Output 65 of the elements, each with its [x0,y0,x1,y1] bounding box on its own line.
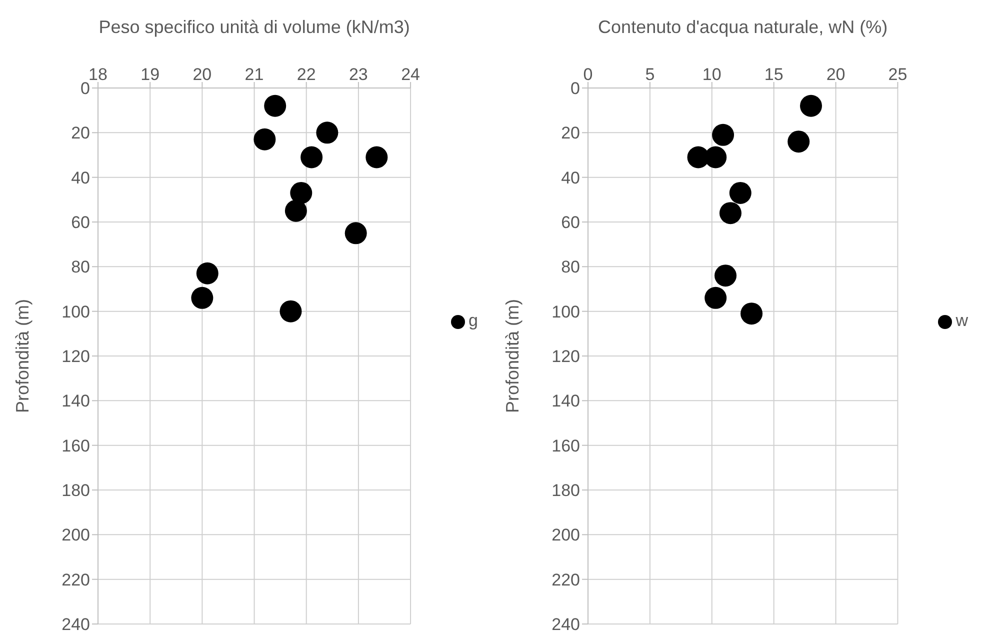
point [196,262,218,284]
x-tick-label: 15 [764,65,784,84]
point [740,302,763,325]
y-tick-label: 60 [561,213,580,232]
y-tick-label: 180 [62,481,90,500]
x-tick-label: 22 [296,65,316,84]
x-tick-label: 18 [88,65,108,84]
x-tick-label: 25 [888,65,908,84]
y-tick-label: 200 [62,526,90,545]
y-tick-label: 160 [552,436,580,456]
y-tick-label: 60 [71,213,90,232]
y-tick-label: 120 [552,347,580,366]
y-tick-label: 160 [62,436,90,456]
point [714,264,737,287]
y-tick-label: 0 [570,79,580,98]
point [300,146,323,168]
y-tick-label: 100 [552,302,580,322]
y-tick-label: 240 [552,615,580,634]
point [719,202,742,224]
x-tick-label: 21 [244,65,264,84]
x-axis-title: Peso specifico unità di volume (kN/m3) [98,16,410,37]
y-tick-label: 120 [62,347,90,366]
x-tick-label: 24 [401,65,420,84]
point [316,122,338,144]
y-tick-label: 40 [561,168,580,188]
point [704,286,727,309]
y-axis-title: Profondità (m) [502,298,522,414]
point [344,222,367,244]
y-tick-label: 80 [561,258,580,277]
y-tick-label: 80 [71,258,90,277]
point [280,300,302,322]
y-axis-title: Profondità (m) [12,298,32,414]
y-tick-label: 40 [71,168,90,188]
point [729,182,752,204]
point [254,128,276,150]
y-tick-label: 140 [552,392,580,411]
x-tick-label: 5 [645,65,655,84]
x-tick-label: 10 [702,65,722,84]
y-tick-label: 240 [62,615,90,634]
point [191,286,214,309]
x-tick-label: 20 [826,65,846,84]
x-tick-label: 20 [192,65,212,84]
point [366,146,388,168]
y-tick-label: 20 [71,124,90,143]
point [712,124,734,146]
y-tick-label: 200 [552,526,580,545]
point [800,94,822,117]
point [284,200,307,222]
y-tick-label: 220 [62,570,90,590]
y-tick-label: 180 [552,481,580,500]
legend-label: g [468,311,478,330]
y-tick-label: 140 [62,392,90,411]
x-tick-label: 23 [348,65,368,84]
point [264,94,286,117]
point [788,130,810,153]
point [290,182,312,204]
x-tick-label: 0 [583,65,593,84]
y-tick-label: 100 [62,302,90,322]
y-tick-label: 20 [561,124,580,143]
y-tick-label: 0 [80,79,90,98]
y-tick-label: 220 [552,570,580,590]
x-tick-label: 19 [140,65,160,84]
x-axis-title: Contenuto d'acqua naturale, wN (%) [598,16,888,37]
point [704,146,727,168]
legend-label: w [956,311,968,330]
